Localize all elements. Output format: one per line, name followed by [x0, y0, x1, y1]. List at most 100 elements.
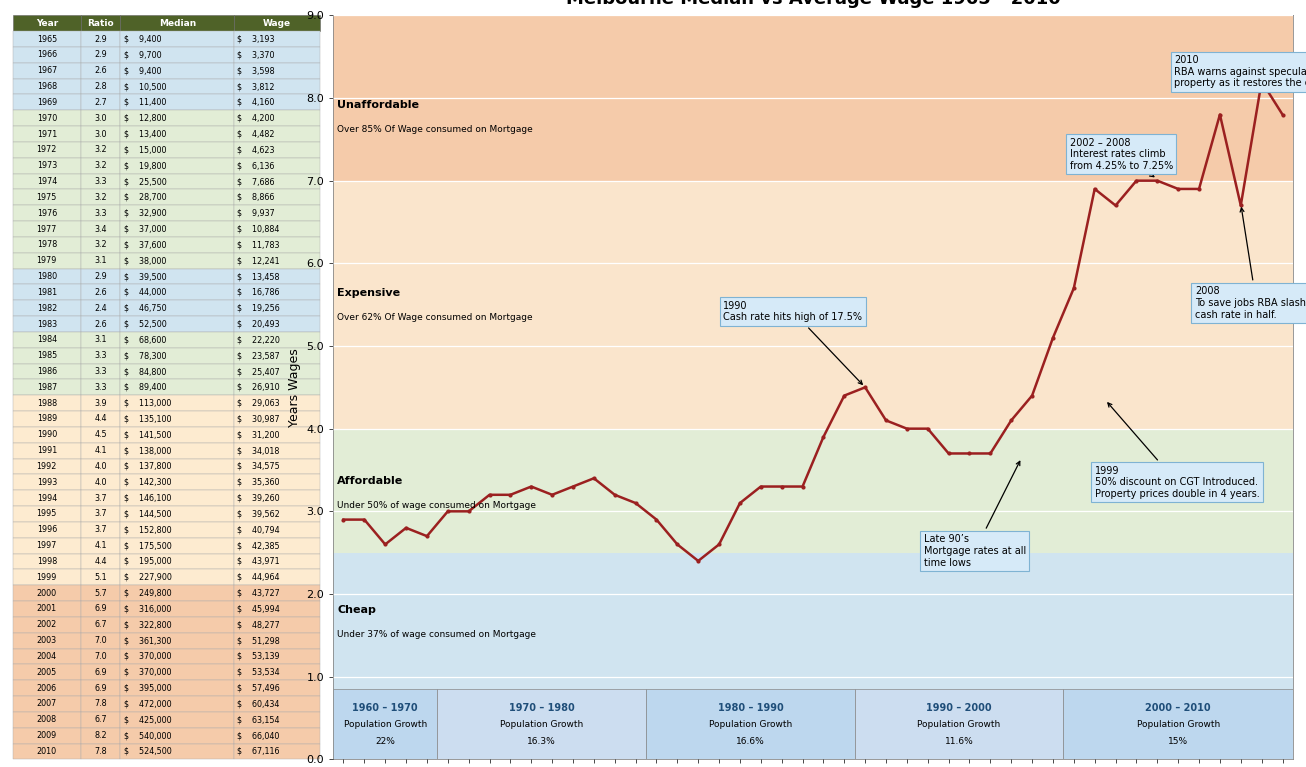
- Text: 1970 – 1980: 1970 – 1980: [509, 703, 575, 713]
- Text: 1988: 1988: [37, 399, 57, 408]
- Bar: [234, 633, 320, 649]
- Text: 2006: 2006: [37, 683, 57, 693]
- Text: $    60,434: $ 60,434: [238, 700, 279, 709]
- Text: $    25,407: $ 25,407: [238, 367, 279, 376]
- Text: $    23,587: $ 23,587: [238, 351, 279, 360]
- Text: 1993: 1993: [37, 478, 57, 487]
- Text: $    26,910: $ 26,910: [238, 383, 279, 392]
- Bar: [81, 126, 120, 142]
- Bar: [120, 380, 234, 395]
- Bar: [13, 158, 81, 173]
- Text: 7.0: 7.0: [94, 652, 107, 661]
- Text: 2.8: 2.8: [94, 82, 107, 91]
- Bar: [13, 31, 81, 47]
- Bar: [13, 347, 81, 364]
- Bar: [234, 649, 320, 664]
- Text: $    4,623: $ 4,623: [238, 146, 274, 154]
- Text: 1978: 1978: [37, 240, 57, 249]
- Text: 4.5: 4.5: [94, 430, 107, 439]
- Text: $    195,000: $ 195,000: [124, 557, 171, 566]
- Bar: [234, 506, 320, 522]
- Text: 1996: 1996: [37, 525, 57, 535]
- Text: 1986: 1986: [37, 367, 57, 376]
- Text: $    11,783: $ 11,783: [238, 240, 279, 249]
- Text: Population Growth: Population Growth: [709, 720, 791, 729]
- Bar: [13, 743, 81, 759]
- Text: 6.7: 6.7: [94, 716, 107, 724]
- Text: $    146,100: $ 146,100: [124, 494, 171, 502]
- Bar: [81, 347, 120, 364]
- Bar: [333, 181, 1293, 429]
- Bar: [120, 316, 234, 332]
- Text: $    8,866: $ 8,866: [238, 193, 274, 202]
- Bar: [120, 506, 234, 522]
- Text: $    472,000: $ 472,000: [124, 700, 171, 709]
- Bar: [120, 158, 234, 173]
- Text: 3.9: 3.9: [94, 399, 107, 408]
- Bar: [13, 189, 81, 206]
- Text: $    10,500: $ 10,500: [124, 82, 166, 91]
- Text: 3.1: 3.1: [94, 256, 107, 265]
- Text: $    113,000: $ 113,000: [124, 399, 171, 408]
- Text: $    395,000: $ 395,000: [124, 683, 171, 693]
- Bar: [81, 696, 120, 712]
- Text: 6.9: 6.9: [94, 604, 107, 614]
- Bar: [13, 364, 81, 380]
- Text: $    4,482: $ 4,482: [238, 130, 274, 139]
- Bar: [120, 649, 234, 664]
- Bar: [120, 712, 234, 728]
- Bar: [81, 411, 120, 427]
- Text: $    12,241: $ 12,241: [238, 256, 279, 265]
- Bar: [1063, 689, 1293, 759]
- Text: $    4,200: $ 4,200: [238, 114, 274, 123]
- Bar: [81, 712, 120, 728]
- Bar: [234, 158, 320, 173]
- Bar: [120, 173, 234, 189]
- Text: 3.7: 3.7: [94, 525, 107, 535]
- Text: 7.8: 7.8: [94, 747, 107, 756]
- Bar: [81, 79, 120, 94]
- Bar: [13, 664, 81, 680]
- Text: 1973: 1973: [37, 161, 57, 170]
- Text: 1966: 1966: [37, 51, 57, 59]
- Bar: [120, 522, 234, 538]
- Text: 1972: 1972: [37, 146, 57, 154]
- Text: $    78,300: $ 78,300: [124, 351, 166, 360]
- Bar: [81, 395, 120, 411]
- Bar: [120, 443, 234, 459]
- Text: $    25,500: $ 25,500: [124, 177, 166, 186]
- Text: 3.1: 3.1: [94, 335, 107, 344]
- Bar: [234, 31, 320, 47]
- Text: 1982: 1982: [37, 304, 57, 313]
- Bar: [81, 427, 120, 443]
- Bar: [120, 538, 234, 554]
- Bar: [120, 364, 234, 380]
- Title: Melbourne Median vs Average Wage 1965 - 2010: Melbourne Median vs Average Wage 1965 - …: [565, 0, 1060, 8]
- Text: $    19,800: $ 19,800: [124, 161, 166, 170]
- Text: 2008
To save jobs RBA slashed
cash rate in half.: 2008 To save jobs RBA slashed cash rate …: [1195, 208, 1306, 320]
- Text: 3.3: 3.3: [94, 367, 107, 376]
- Bar: [81, 585, 120, 601]
- Bar: [120, 47, 234, 63]
- Bar: [81, 300, 120, 316]
- Text: 1992: 1992: [37, 462, 57, 471]
- Bar: [120, 347, 234, 364]
- Text: 8.2: 8.2: [94, 731, 107, 740]
- Text: $    6,136: $ 6,136: [238, 161, 274, 170]
- Text: 1969: 1969: [37, 98, 57, 107]
- Bar: [13, 221, 81, 237]
- Bar: [120, 569, 234, 585]
- Text: $    141,500: $ 141,500: [124, 430, 171, 439]
- Text: 2.9: 2.9: [94, 51, 107, 59]
- Text: $    46,750: $ 46,750: [124, 304, 166, 313]
- Text: 4.1: 4.1: [94, 542, 107, 550]
- Bar: [13, 506, 81, 522]
- Bar: [81, 475, 120, 490]
- Text: 16.6%: 16.6%: [737, 736, 765, 746]
- Bar: [81, 110, 120, 126]
- Text: 2.6: 2.6: [94, 288, 107, 297]
- Bar: [81, 728, 120, 743]
- Bar: [333, 15, 1293, 181]
- Text: $    89,400: $ 89,400: [124, 383, 166, 392]
- Bar: [13, 268, 81, 285]
